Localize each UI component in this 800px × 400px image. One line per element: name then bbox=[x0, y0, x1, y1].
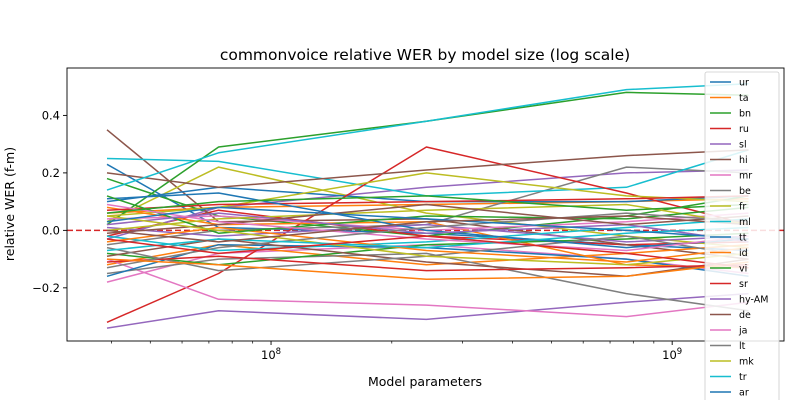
legend: ur ta bn ru sl hi mr be fr ml tt id vi sr hy-AM de ja lt m… bbox=[704, 71, 780, 400]
legend-box bbox=[704, 71, 780, 400]
x-tick-label: 109 bbox=[662, 347, 682, 362]
legend-label-tt: tt bbox=[739, 233, 747, 244]
series-line-ja bbox=[106, 258, 749, 318]
series-line-unlabeled-39 bbox=[106, 226, 749, 252]
series-line-sr bbox=[106, 146, 749, 323]
series-line-unlabeled-29 bbox=[106, 218, 749, 252]
series-line-lt bbox=[106, 252, 749, 312]
legend-label-hy-AM: hy-AM bbox=[739, 295, 768, 306]
y-axis-label: relative WER (f-m) bbox=[2, 147, 17, 261]
series-line-unlabeled-37 bbox=[106, 212, 749, 269]
legend-label-be: be bbox=[739, 186, 751, 197]
series-line-unlabeled-24 bbox=[106, 223, 749, 243]
series-line-unlabeled-44 bbox=[106, 215, 749, 243]
legend-label-id: id bbox=[739, 248, 748, 259]
legend-label-sl: sl bbox=[739, 140, 747, 151]
series-line-unlabeled-36 bbox=[106, 203, 749, 252]
legend-label-hi: hi bbox=[739, 155, 748, 166]
series-lines bbox=[106, 83, 749, 329]
series-line-unlabeled-35 bbox=[106, 203, 749, 234]
y-tick-label: −0.2 bbox=[32, 281, 60, 295]
series-line-unlabeled-31 bbox=[106, 226, 749, 263]
legend-label-ta: ta bbox=[739, 93, 749, 104]
series-line-unlabeled-22 bbox=[106, 232, 749, 266]
series-line-id bbox=[106, 243, 749, 266]
series-line-unlabeled-23 bbox=[106, 195, 749, 211]
series-line-unlabeled-34 bbox=[106, 212, 749, 243]
series-line-unlabeled-40 bbox=[106, 206, 749, 240]
y-tick-label: 0.2 bbox=[42, 166, 60, 180]
legend-label-de: de bbox=[739, 310, 751, 321]
legend-label-tr: tr bbox=[739, 372, 747, 383]
legend-label-sr: sr bbox=[739, 279, 748, 290]
legend-label-ja: ja bbox=[738, 326, 747, 337]
legend-label-ml: ml bbox=[739, 217, 751, 228]
legend-label-ru: ru bbox=[739, 124, 749, 135]
series-line-sl bbox=[106, 169, 749, 240]
series-line-unlabeled-32 bbox=[106, 195, 749, 234]
series-line-unlabeled-28 bbox=[106, 203, 749, 232]
legend-label-ar: ar bbox=[739, 388, 749, 399]
series-line-de bbox=[106, 149, 749, 189]
series-line-unlabeled-25 bbox=[106, 238, 749, 278]
series-line-unlabeled-30 bbox=[106, 192, 749, 249]
y-tick-label: 0.0 bbox=[42, 223, 60, 237]
y-tick-label: 0.4 bbox=[42, 108, 60, 122]
legend-label-fr: fr bbox=[739, 202, 746, 213]
series-line-tr bbox=[106, 83, 749, 191]
series-line-unlabeled-38 bbox=[106, 215, 749, 266]
x-axis-label: Model parameters bbox=[368, 374, 482, 389]
series-line-unlabeled-33 bbox=[106, 255, 749, 272]
plot-frame bbox=[66, 67, 785, 342]
x-tick-label: 108 bbox=[261, 347, 281, 362]
chart-title: commonvoice relative WER by model size (… bbox=[220, 46, 630, 64]
legend-label-mr: mr bbox=[739, 171, 752, 182]
series-line-unlabeled-42 bbox=[106, 195, 749, 214]
legend-label-vi: vi bbox=[739, 264, 747, 275]
series-line-unlabeled-41 bbox=[106, 258, 749, 280]
legend-label-bn: bn bbox=[739, 109, 751, 120]
legend-label-mk: mk bbox=[739, 357, 754, 368]
legend-label-lt: lt bbox=[739, 341, 746, 352]
series-line-unlabeled-43 bbox=[106, 235, 749, 269]
legend-label-ur: ur bbox=[739, 78, 749, 89]
